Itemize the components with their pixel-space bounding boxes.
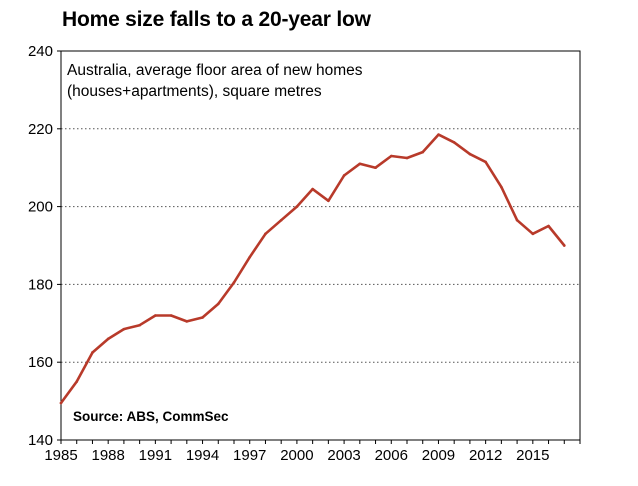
data-point bbox=[75, 380, 79, 383]
x-tick-label: 2006 bbox=[375, 447, 408, 464]
data-point bbox=[216, 302, 220, 306]
y-tick-label: 160 bbox=[28, 354, 53, 371]
y-axis: 140 160 180 200 220 240 bbox=[28, 43, 61, 449]
source-note: Source: ABS, CommSec bbox=[73, 409, 229, 424]
x-tick-label: 1988 bbox=[91, 447, 124, 464]
data-point bbox=[468, 152, 472, 156]
data-point bbox=[374, 166, 377, 169]
x-axis: 1985 1988 1991 1994 1997 2000 2003 2006 2009 2012… bbox=[44, 440, 581, 464]
data-point bbox=[122, 327, 126, 331]
y-tick-label: 220 bbox=[28, 121, 53, 138]
x-tick-label: 2015 bbox=[516, 447, 549, 464]
data-point bbox=[279, 218, 283, 222]
series-layer bbox=[59, 133, 566, 405]
data-point bbox=[562, 244, 566, 247]
data-point bbox=[421, 150, 425, 154]
data-point bbox=[185, 320, 189, 323]
data-point bbox=[327, 199, 330, 203]
series-line bbox=[59, 133, 566, 405]
plot-frame bbox=[60, 50, 581, 441]
y-tick-label: 200 bbox=[28, 199, 53, 216]
data-point bbox=[484, 160, 487, 164]
data-point bbox=[232, 281, 236, 284]
data-point bbox=[515, 218, 519, 222]
x-tick-label: 1997 bbox=[233, 447, 266, 464]
x-tick-label: 1994 bbox=[186, 447, 219, 464]
data-point bbox=[342, 174, 346, 177]
y-tick-label: 140 bbox=[28, 432, 53, 449]
data-point bbox=[531, 232, 535, 236]
subtitle-line-1: Australia, average floor area of new hom… bbox=[67, 62, 363, 79]
x-tick-label: 2009 bbox=[422, 447, 455, 464]
data-point bbox=[138, 323, 141, 327]
data-point bbox=[295, 205, 299, 208]
x-tick-label: 2000 bbox=[280, 447, 313, 464]
chart-title: Home size falls to a 20-year low bbox=[62, 8, 371, 31]
data-point bbox=[500, 185, 503, 189]
grid bbox=[61, 128, 580, 363]
data-point bbox=[264, 232, 267, 236]
data-point bbox=[169, 314, 173, 317]
data-point bbox=[106, 337, 110, 341]
data-point bbox=[405, 156, 409, 160]
data-point bbox=[437, 133, 440, 136]
x-tick-label: 1985 bbox=[44, 447, 77, 464]
data-point bbox=[59, 401, 63, 405]
x-tick-label: 2003 bbox=[327, 447, 360, 464]
data-point bbox=[91, 351, 94, 354]
data-point bbox=[154, 314, 157, 317]
data-point bbox=[248, 255, 252, 259]
data-point bbox=[311, 187, 314, 191]
x-tick-label: 2012 bbox=[469, 447, 502, 464]
data-point bbox=[389, 154, 393, 158]
subtitle-line-2: (houses+apartments), square metres bbox=[67, 83, 322, 100]
x-tick-label: 1991 bbox=[139, 447, 172, 464]
data-point bbox=[358, 162, 362, 166]
data-point bbox=[201, 316, 204, 319]
y-tick-label: 240 bbox=[28, 43, 53, 60]
y-tick-label: 180 bbox=[28, 276, 53, 293]
data-point bbox=[452, 141, 456, 144]
data-point bbox=[547, 224, 550, 228]
